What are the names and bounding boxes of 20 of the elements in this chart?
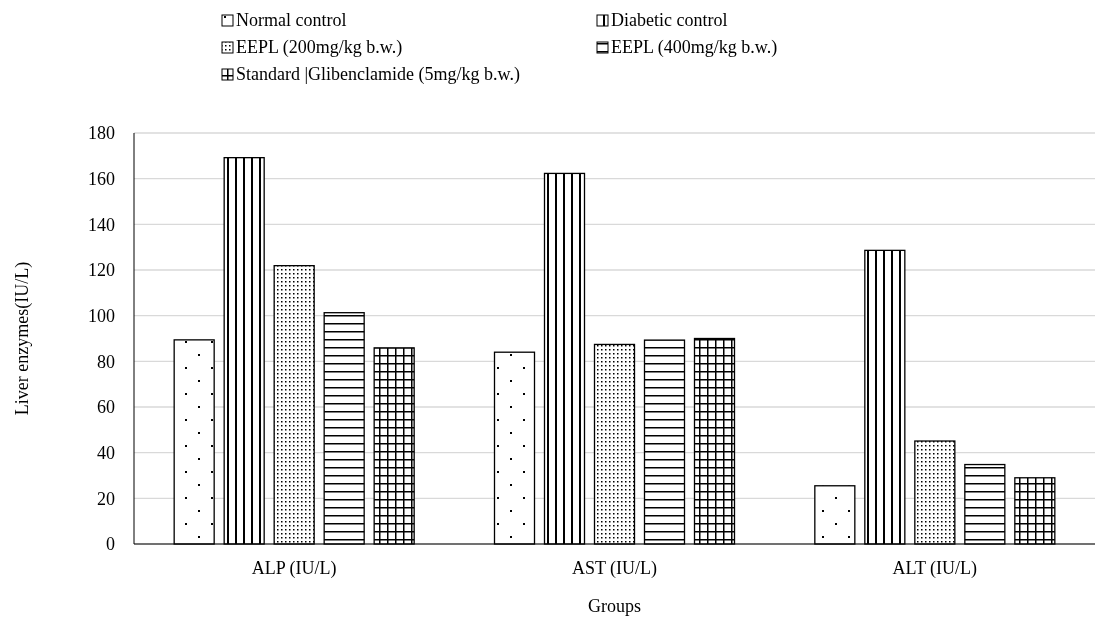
x-tick-label: ALT (IU/L) bbox=[892, 558, 978, 579]
y-tick-label: 120 bbox=[88, 260, 115, 281]
y-tick-label: 80 bbox=[97, 351, 115, 372]
y-tick-label: 0 bbox=[106, 534, 115, 555]
y-tick-label: 180 bbox=[88, 123, 115, 144]
y-tick-label: 100 bbox=[88, 305, 115, 326]
legend-label: EEPL (400mg/kg b.w.) bbox=[611, 37, 778, 58]
y-tick-label: 60 bbox=[97, 397, 115, 418]
x-tick-label: ALP (IU/L) bbox=[251, 558, 337, 579]
y-tick-label: 20 bbox=[97, 488, 115, 509]
x-tick-label: AST (IU/L) bbox=[571, 558, 658, 579]
x-axis-title: Groups bbox=[588, 596, 641, 616]
legend-label: Diabetic control bbox=[611, 10, 728, 30]
y-tick-label: 40 bbox=[97, 442, 115, 463]
legend-label: Standard |Glibenclamide (5mg/kg b.w.) bbox=[236, 64, 520, 85]
y-tick-label: 140 bbox=[88, 214, 115, 235]
y-axis-title: Liver enzymes(IU/L) bbox=[12, 261, 33, 416]
legend-label: EEPL (200mg/kg b.w.) bbox=[236, 37, 403, 58]
legend-label: Normal control bbox=[236, 10, 347, 30]
y-tick-label: 160 bbox=[88, 168, 115, 189]
